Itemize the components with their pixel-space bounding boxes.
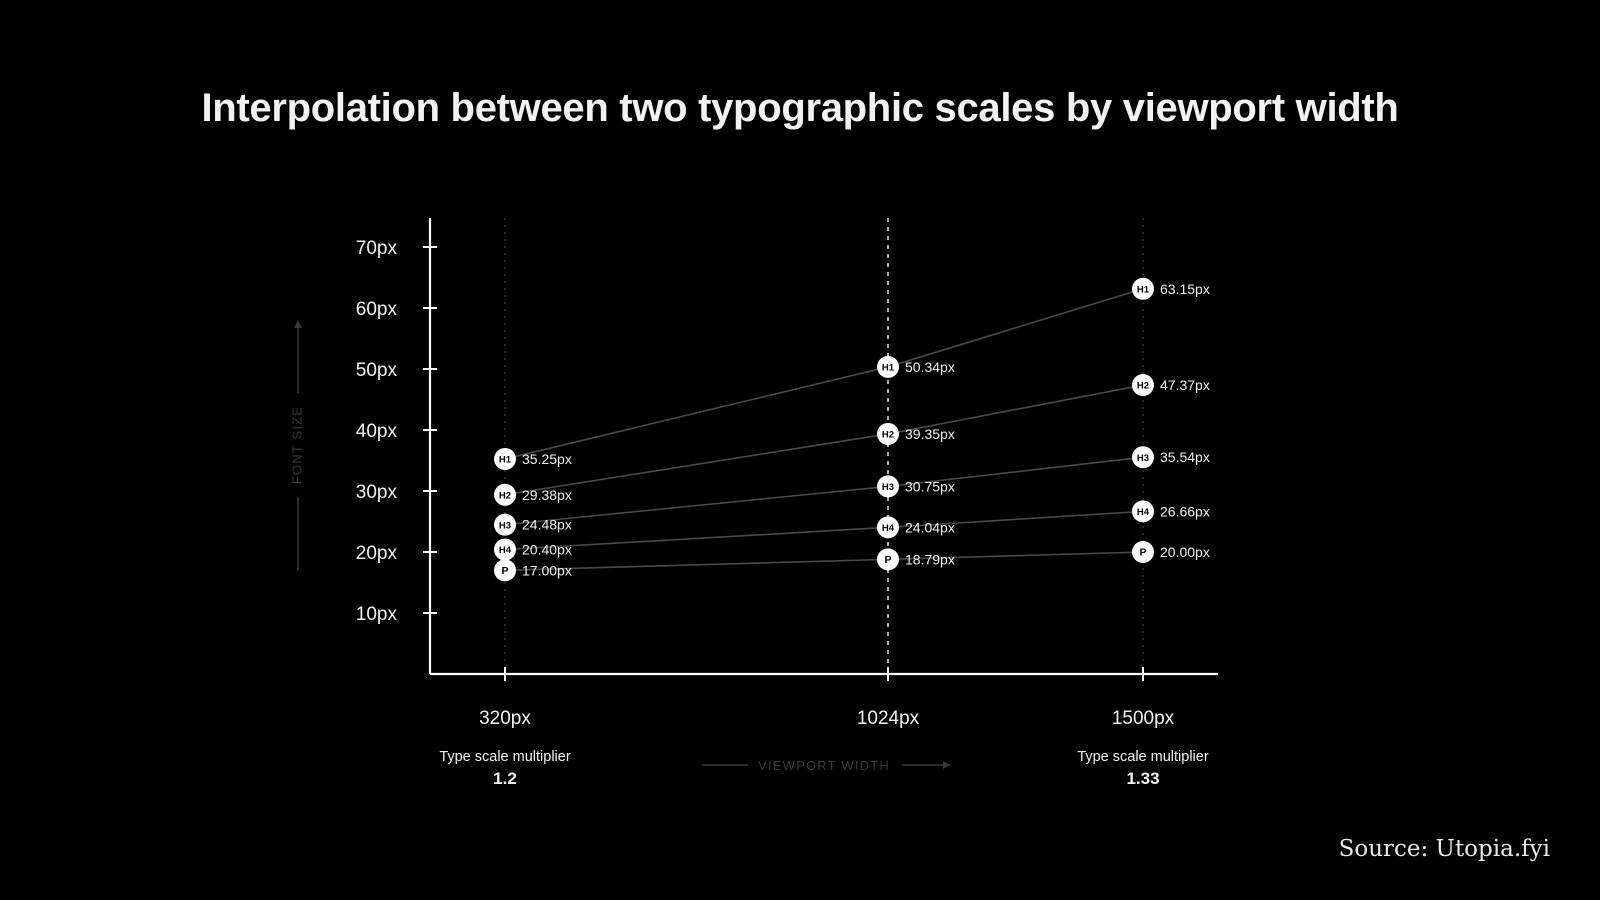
point-value-label: 29.38px bbox=[522, 487, 572, 503]
point-h1: H1 63.15px bbox=[1132, 277, 1210, 300]
x-tick-label: 1500px bbox=[1112, 708, 1175, 729]
point-marker-label: H1 bbox=[882, 363, 895, 374]
point-marker-label: H1 bbox=[499, 455, 512, 466]
x-tick-label: 320px bbox=[479, 708, 531, 729]
point-marker bbox=[494, 559, 516, 582]
point-value-label: 24.04px bbox=[905, 519, 955, 535]
y-tick-label: 70px bbox=[356, 238, 398, 259]
point-h4: H4 24.04px bbox=[877, 516, 955, 539]
point-marker-label: H4 bbox=[1137, 507, 1150, 518]
point-marker-label: H2 bbox=[499, 490, 511, 501]
point-value-label: 39.35px bbox=[905, 426, 955, 442]
point-value-label: 20.40px bbox=[522, 542, 572, 558]
x-label-arrowhead bbox=[943, 761, 950, 769]
point-marker bbox=[877, 355, 899, 378]
point-marker bbox=[1132, 541, 1154, 563]
point-marker-label: H2 bbox=[1137, 381, 1149, 392]
series-line-h3 bbox=[504, 456, 1144, 526]
point-marker-label: H3 bbox=[882, 482, 894, 493]
point-marker bbox=[1132, 277, 1154, 300]
point-marker bbox=[877, 422, 899, 445]
series-line-h1 bbox=[504, 288, 1144, 460]
x-axis-label: VIEWPORT WIDTH bbox=[758, 758, 890, 773]
y-tick-label: 40px bbox=[356, 421, 398, 442]
y-tick-label: 50px bbox=[356, 360, 398, 381]
multiplier-label: Type scale multiplier bbox=[1077, 749, 1209, 765]
point-h2: H2 39.35px bbox=[877, 422, 955, 445]
multiplier-value: 1.33 bbox=[1126, 769, 1159, 788]
series-line-p bbox=[504, 551, 1144, 572]
point-marker bbox=[494, 447, 516, 470]
y-tick-label: 10px bbox=[356, 604, 398, 625]
point-marker-label: P bbox=[1139, 547, 1146, 559]
point-h1: H1 50.34px bbox=[877, 355, 955, 378]
point-marker bbox=[1132, 500, 1154, 523]
point-value-label: 24.48px bbox=[522, 517, 572, 533]
point-value-label: 20.00px bbox=[1160, 544, 1210, 560]
point-marker-label: H1 bbox=[1137, 284, 1150, 295]
source-credit: Source: Utopia.fyi bbox=[1338, 836, 1550, 862]
point-marker bbox=[494, 483, 516, 506]
point-marker-label: P bbox=[884, 554, 891, 566]
y-tick-label: 20px bbox=[356, 543, 398, 564]
point-value-label: 47.37px bbox=[1160, 377, 1210, 393]
y-tick-label: 30px bbox=[356, 482, 398, 503]
multiplier-label: Type scale multiplier bbox=[439, 749, 571, 765]
chart-title: Interpolation between two typographic sc… bbox=[201, 86, 1399, 130]
point-h3: H3 35.54px bbox=[1132, 446, 1210, 469]
point-value-label: 63.15px bbox=[1160, 281, 1210, 297]
y-label-arrowhead bbox=[294, 320, 302, 328]
point-marker bbox=[1132, 446, 1154, 469]
point-h4: H4 26.66px bbox=[1132, 500, 1210, 523]
y-axis-label: FONT SIZE bbox=[289, 406, 304, 484]
point-marker bbox=[1132, 374, 1154, 397]
point-marker bbox=[877, 475, 899, 498]
x-tick-label: 1024px bbox=[857, 708, 920, 729]
point-value-label: 18.79px bbox=[905, 551, 955, 567]
multiplier-value: 1.2 bbox=[493, 769, 517, 788]
point-marker-label: H2 bbox=[882, 430, 894, 441]
point-p: P 20.00px bbox=[1132, 541, 1210, 563]
point-value-label: 17.00px bbox=[522, 562, 572, 578]
point-value-label: 35.54px bbox=[1160, 449, 1210, 465]
y-tick-label: 60px bbox=[356, 299, 398, 320]
point-marker-label: H4 bbox=[499, 545, 512, 556]
point-value-label: 35.25px bbox=[522, 451, 572, 467]
point-marker-label: H4 bbox=[882, 523, 895, 534]
point-marker-label: P bbox=[501, 565, 508, 577]
point-p: P 17.00px bbox=[494, 559, 572, 582]
point-h3: H3 24.48px bbox=[494, 513, 572, 536]
point-value-label: 30.75px bbox=[905, 478, 955, 494]
point-marker bbox=[494, 513, 516, 536]
series-line-h2 bbox=[504, 384, 1144, 496]
point-value-label: 26.66px bbox=[1160, 503, 1210, 519]
point-marker bbox=[877, 516, 899, 539]
point-h2: H2 29.38px bbox=[494, 483, 572, 506]
point-marker-label: H3 bbox=[1137, 453, 1149, 464]
point-marker-label: H3 bbox=[499, 520, 511, 531]
point-h2: H2 47.37px bbox=[1132, 374, 1210, 397]
point-p: P 18.79px bbox=[877, 548, 955, 571]
point-h3: H3 30.75px bbox=[877, 475, 955, 498]
point-h4: H4 20.40px bbox=[494, 538, 572, 561]
point-h1: H1 35.25px bbox=[494, 447, 572, 470]
point-marker bbox=[494, 538, 516, 561]
series-line-h4 bbox=[504, 510, 1144, 551]
point-value-label: 50.34px bbox=[905, 359, 955, 375]
point-marker bbox=[877, 548, 899, 571]
